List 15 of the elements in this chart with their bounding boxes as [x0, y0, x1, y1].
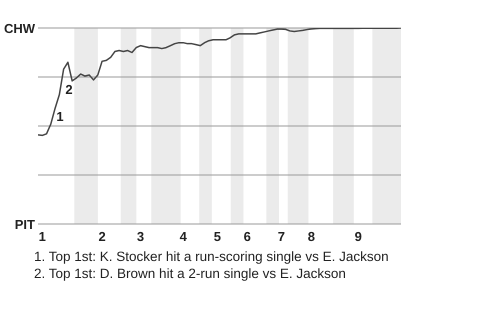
ref-line-label: CHW: [4, 21, 36, 36]
x-tick-label: 8: [308, 229, 315, 244]
x-tick-label: 1: [38, 229, 46, 244]
text: 1. Top 1st: K. Stocker hit a run-scoring single vs E. Jackson: [34, 248, 390, 265]
x-tick-label: 5: [214, 229, 221, 244]
x-tick-label: 4: [180, 229, 188, 244]
x-tick-label: 9: [354, 229, 362, 244]
x-tick-label: 6: [244, 229, 251, 244]
x-tick-label: 3: [136, 229, 144, 244]
annotation: 2: [65, 82, 73, 97]
x-tick-label: 2: [98, 229, 106, 244]
x-tick-label: 7: [278, 229, 286, 244]
ref-line-label: PIT: [14, 217, 36, 232]
text: 2. Top 1st: D. Brown hit a 2-run single vs E. Jackson: [34, 265, 347, 282]
annotation: 1: [56, 109, 64, 124]
